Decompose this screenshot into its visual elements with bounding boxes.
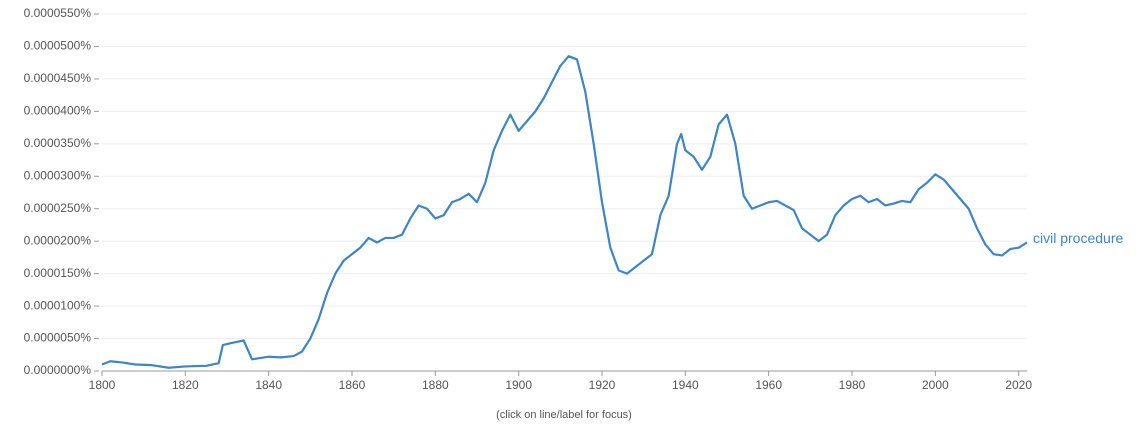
y-tick-label: 0.0000050%: [24, 331, 92, 345]
x-tick-label: 1940: [672, 378, 699, 392]
y-tick-label: 0.0000150%: [24, 266, 92, 280]
x-tick-label: 1800: [89, 378, 116, 392]
y-tick-label: 0.0000550%: [24, 6, 92, 20]
series-label[interactable]: civil procedure: [1033, 230, 1123, 246]
series-line[interactable]: [101, 55, 1028, 369]
y-tick-label: 0.0000200%: [24, 233, 92, 247]
x-tick-label: 1920: [589, 378, 616, 392]
x-tick-label: 1980: [839, 378, 866, 392]
y-tick-label: 0.0000300%: [24, 168, 92, 182]
x-tick-label: 1860: [339, 378, 366, 392]
x-tick-label: 2020: [1005, 378, 1032, 392]
x-tick-label: 1880: [422, 378, 449, 392]
y-tick-label: 0.0000250%: [24, 201, 92, 215]
y-tick-label: 0.0000100%: [24, 298, 92, 312]
y-tick-label: 0.0000450%: [24, 71, 92, 85]
y-tick-label: 0.0000350%: [24, 136, 92, 150]
focus-note: (click on line/label for focus): [496, 409, 632, 421]
x-tick-label: 1840: [255, 378, 282, 392]
x-tick-label: 1960: [755, 378, 782, 392]
x-tick-label: 2000: [922, 378, 949, 392]
x-tick-label: 1820: [172, 378, 199, 392]
y-tick-label: 0.0000000%: [24, 363, 92, 377]
y-tick-label: 0.0000400%: [24, 104, 92, 118]
x-tick-label: 1900: [505, 378, 532, 392]
y-tick-label: 0.0000500%: [24, 39, 92, 53]
